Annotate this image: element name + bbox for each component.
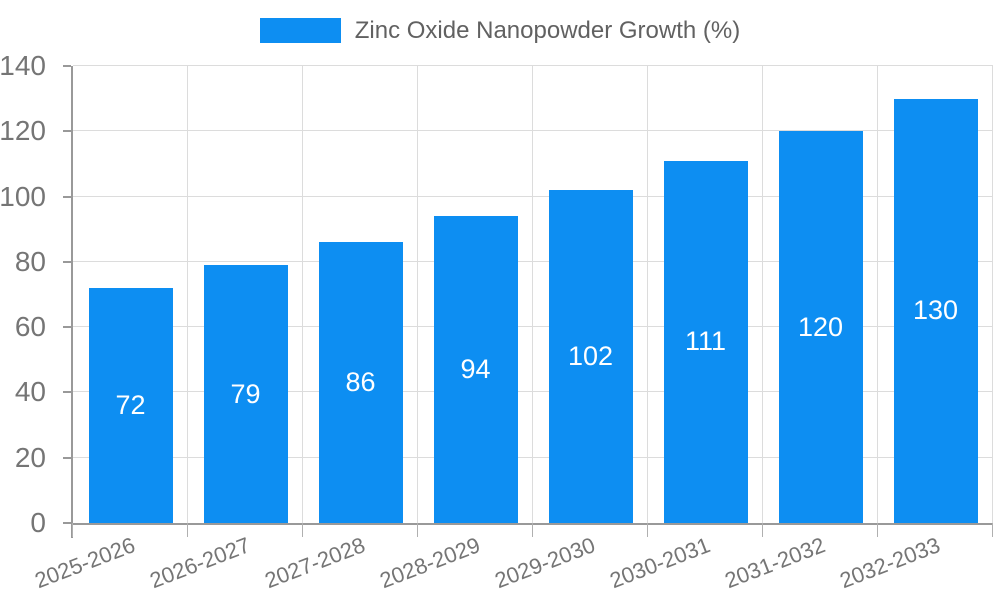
bar-value-label: 79 bbox=[230, 378, 261, 409]
x-tick-mark bbox=[302, 523, 303, 537]
v-gridline bbox=[762, 66, 763, 523]
x-tick-label: 2028-2029 bbox=[376, 532, 484, 594]
y-tick-mark bbox=[63, 195, 71, 198]
y-tick-mark bbox=[63, 326, 71, 329]
x-tick-mark bbox=[647, 523, 648, 537]
y-tick-mark bbox=[63, 391, 71, 394]
bar: 94 bbox=[433, 216, 518, 523]
bar: 72 bbox=[88, 287, 173, 523]
bar: 79 bbox=[203, 265, 288, 523]
h-gridline bbox=[73, 195, 993, 197]
x-tick-mark bbox=[992, 523, 993, 537]
x-tick-label: 2027-2028 bbox=[261, 532, 369, 594]
y-tick-mark bbox=[63, 522, 71, 524]
bar-value-label: 130 bbox=[912, 295, 959, 326]
y-tick-label: 100 bbox=[0, 180, 46, 212]
x-tick-label: 2031-2032 bbox=[721, 532, 829, 594]
h-gridline bbox=[73, 130, 993, 132]
y-tick-mark bbox=[63, 260, 71, 263]
bar-value-label: 102 bbox=[567, 341, 614, 372]
x-tick-label: 2026-2027 bbox=[146, 532, 254, 594]
legend-swatch-icon bbox=[259, 18, 341, 43]
x-tick-label: 2025-2026 bbox=[31, 532, 139, 594]
v-gridline bbox=[532, 66, 533, 523]
y-tick-label: 80 bbox=[14, 245, 46, 277]
v-gridline bbox=[187, 66, 188, 523]
x-tick-mark bbox=[532, 523, 533, 537]
v-gridline bbox=[992, 66, 993, 523]
y-tick-label: 140 bbox=[0, 50, 46, 81]
v-gridline bbox=[417, 66, 418, 523]
bar: 130 bbox=[893, 98, 978, 523]
bar: 111 bbox=[663, 160, 748, 523]
h-gridline bbox=[73, 391, 993, 393]
legend-label: Zinc Oxide Nanopowder Growth (%) bbox=[354, 16, 741, 44]
h-gridline bbox=[73, 260, 993, 262]
y-tick-mark bbox=[63, 130, 71, 133]
y-tick-label: 120 bbox=[0, 115, 46, 147]
bar-value-label: 120 bbox=[797, 311, 844, 342]
x-tick-label: 2032-2033 bbox=[836, 532, 944, 594]
x-tick-label: 2029-2030 bbox=[491, 532, 599, 594]
x-tick-mark bbox=[417, 523, 418, 537]
h-gridline bbox=[73, 65, 993, 66]
x-tick-mark bbox=[877, 523, 878, 537]
legend-item[interactable]: Zinc Oxide Nanopowder Growth (%) bbox=[259, 16, 741, 44]
legend: Zinc Oxide Nanopowder Growth (%) bbox=[0, 18, 1000, 43]
bar-value-label: 86 bbox=[345, 367, 376, 398]
bar-value-label: 111 bbox=[684, 326, 727, 357]
x-tick-mark bbox=[72, 523, 73, 537]
x-tick-mark bbox=[762, 523, 763, 537]
bar-value-label: 72 bbox=[115, 389, 146, 420]
y-tick-label: 20 bbox=[14, 441, 46, 473]
bar: 86 bbox=[318, 242, 403, 523]
y-tick-mark bbox=[63, 456, 71, 459]
y-axis-line bbox=[71, 66, 73, 538]
h-gridline bbox=[73, 326, 993, 328]
y-tick-mark bbox=[63, 65, 71, 67]
v-gridline bbox=[647, 66, 648, 523]
x-tick-label: 2030-2031 bbox=[606, 532, 714, 594]
y-tick-label: 40 bbox=[14, 376, 46, 408]
y-tick-label: 60 bbox=[14, 311, 46, 343]
x-tick-mark bbox=[187, 523, 188, 537]
bar: 120 bbox=[778, 131, 863, 523]
bar: 102 bbox=[548, 190, 633, 523]
h-gridline bbox=[73, 456, 993, 458]
y-tick-label: 0 bbox=[30, 507, 46, 538]
plot-area: 72 79 86 94 102 111 120 130 0 20 40 60 80 100 120 140 … bbox=[0, 52, 993, 593]
bar-value-label: 94 bbox=[460, 354, 491, 385]
v-gridline bbox=[877, 66, 878, 523]
v-gridline bbox=[302, 66, 303, 523]
